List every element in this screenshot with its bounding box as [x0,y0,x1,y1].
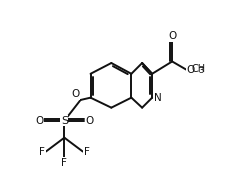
Text: 3: 3 [198,66,204,75]
Text: N: N [154,93,162,103]
Text: F: F [39,147,45,157]
Text: F: F [84,147,89,157]
Text: F: F [62,158,67,168]
Text: O: O [85,116,93,126]
Text: O: O [35,116,44,126]
Text: CH: CH [191,64,205,74]
Text: S: S [61,116,68,126]
Text: O: O [72,89,80,99]
Text: O: O [187,65,195,75]
Text: O: O [168,31,176,41]
